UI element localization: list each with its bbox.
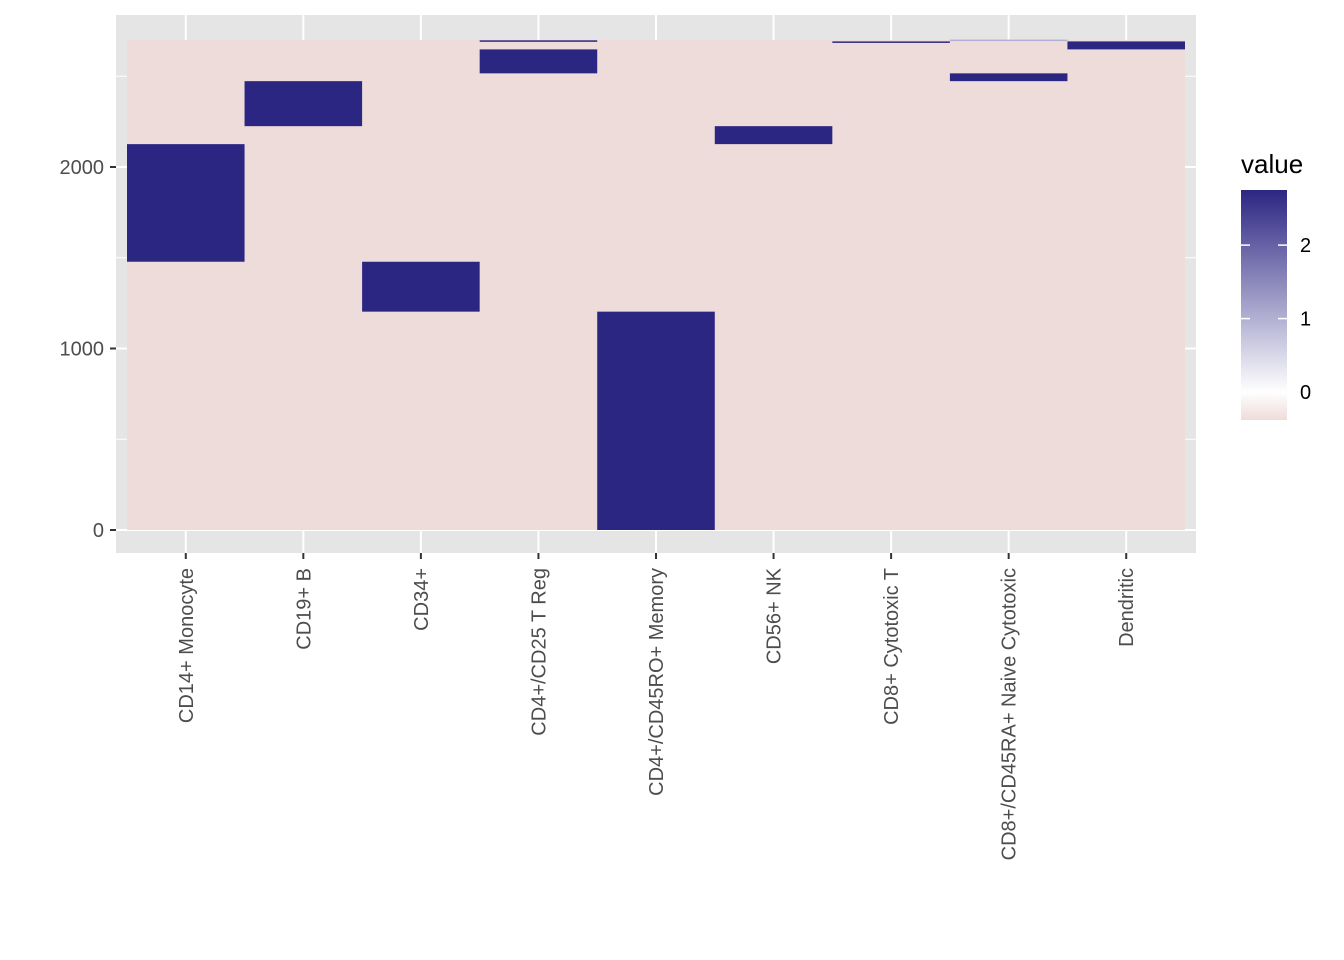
legend-tick-label: 1	[1300, 309, 1311, 331]
heatmap-tile	[127, 144, 245, 262]
y-tick-label: 2000	[60, 157, 105, 179]
y-tick-label: 1000	[60, 339, 105, 361]
heatmap-tile	[1067, 41, 1185, 50]
heatmap-tile	[244, 81, 363, 127]
x-tick-label: CD4+/CD25 T Reg	[528, 568, 550, 736]
x-tick-label: CD4+/CD45RO+ Memory	[646, 568, 668, 796]
legend-tick-label: 0	[1300, 382, 1311, 404]
heatmap-tile	[832, 41, 950, 43]
heatmap-tile	[714, 126, 833, 145]
x-tick-label: CD14+ Monocyte	[176, 568, 198, 723]
y-tick-label: 0	[93, 520, 104, 542]
color-legend: value 0 1 2	[1241, 149, 1311, 420]
x-tick-label: CD19+ B	[293, 568, 315, 650]
x-axis: CD14+ Monocyte CD19+ B CD34+ CD4+/CD25 T Re…	[176, 553, 1138, 860]
heatmap-tile	[949, 39, 1068, 42]
x-tick-label: CD8+/CD45RA+ Naive Cytotoxic	[999, 568, 1021, 860]
heatmap-tile	[949, 73, 1068, 82]
heatmap-tiles	[127, 39, 1185, 530]
x-tick-label: Dendritic	[1116, 568, 1138, 647]
heatmap-tile	[362, 261, 480, 312]
x-tick-label: CD34+	[411, 568, 433, 631]
legend-title: value	[1241, 149, 1303, 179]
x-tick-label: CD56+ NK	[764, 567, 786, 664]
legend-colorbar	[1241, 190, 1287, 420]
x-tick-label: CD8+ Cytotoxic T	[881, 568, 903, 725]
heatmap-tile	[479, 49, 598, 74]
y-axis: 0 1000 2000	[60, 157, 116, 542]
legend-tick-label: 2	[1300, 235, 1311, 257]
heatmap-tile	[479, 40, 598, 42]
heatmap-tile	[597, 311, 715, 530]
